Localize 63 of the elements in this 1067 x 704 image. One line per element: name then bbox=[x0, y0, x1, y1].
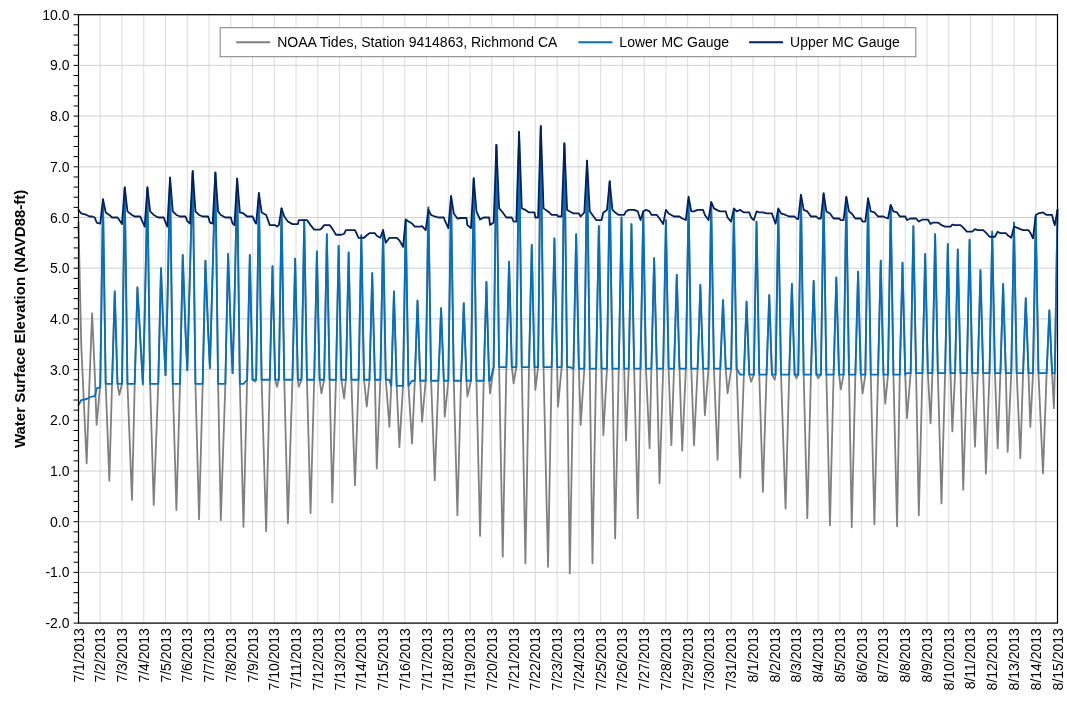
x-tick-label: 7/9/2013 bbox=[244, 627, 261, 683]
x-tick-label: 8/11/2013 bbox=[962, 627, 979, 690]
x-tick-label: 7/12/2013 bbox=[309, 627, 326, 691]
x-tick-label: 8/4/2013 bbox=[810, 627, 827, 683]
legend-label: Lower MC Gauge bbox=[619, 34, 730, 51]
x-tick-label: 7/24/2013 bbox=[570, 627, 587, 691]
x-tick-label: 7/16/2013 bbox=[396, 627, 413, 691]
y-tick-label: 4.0 bbox=[50, 310, 70, 327]
x-tick-label: 7/10/2013 bbox=[266, 627, 283, 691]
y-tick-label: 7.0 bbox=[50, 158, 70, 175]
x-tick-label: 8/6/2013 bbox=[853, 627, 870, 683]
legend-label: Upper MC Gauge bbox=[790, 34, 901, 51]
x-tick-label: 7/27/2013 bbox=[636, 627, 653, 691]
x-tick-label: 8/3/2013 bbox=[788, 627, 805, 683]
y-tick-label: 0.0 bbox=[50, 513, 70, 530]
x-tick-label: 8/2/2013 bbox=[766, 627, 783, 683]
x-tick-label: 7/2/2013 bbox=[92, 627, 109, 683]
x-tick-label: 7/30/2013 bbox=[701, 627, 718, 691]
y-tick-label: 8.0 bbox=[50, 108, 70, 125]
x-tick-label: 7/7/2013 bbox=[201, 627, 218, 683]
x-tick-label: 8/9/2013 bbox=[918, 627, 935, 683]
x-tick-label: 8/8/2013 bbox=[897, 627, 914, 683]
x-tick-label: 7/4/2013 bbox=[135, 627, 152, 683]
x-tick-label: 7/15/2013 bbox=[375, 627, 392, 691]
x-tick-label: 7/29/2013 bbox=[679, 627, 696, 691]
x-tick-label: 7/5/2013 bbox=[157, 627, 174, 683]
x-tick-label: 7/14/2013 bbox=[353, 627, 370, 691]
x-tick-label: 7/28/2013 bbox=[657, 627, 674, 691]
y-tick-label: 2.0 bbox=[50, 412, 70, 429]
x-tick-label: 8/12/2013 bbox=[984, 627, 1001, 691]
x-tick-label: 7/13/2013 bbox=[331, 627, 348, 691]
x-tick-label: 7/17/2013 bbox=[418, 627, 435, 691]
x-tick-label: 7/22/2013 bbox=[527, 627, 544, 691]
x-tick-label: 8/10/2013 bbox=[940, 627, 957, 691]
y-tick-label: 9.0 bbox=[50, 57, 70, 74]
x-tick-label: 8/5/2013 bbox=[831, 627, 848, 683]
x-tick-label: 8/13/2013 bbox=[1005, 627, 1022, 691]
x-tick-label: 7/8/2013 bbox=[222, 627, 239, 683]
x-tick-label: 7/23/2013 bbox=[549, 627, 566, 691]
x-tick-label: 8/15/2013 bbox=[1049, 627, 1066, 691]
x-tick-label: 7/31/2013 bbox=[723, 627, 740, 691]
x-tick-label: 7/25/2013 bbox=[592, 627, 609, 691]
y-tick-label: -1.0 bbox=[45, 564, 70, 581]
x-tick-label: 7/3/2013 bbox=[114, 627, 131, 683]
y-tick-label: 3.0 bbox=[50, 361, 70, 378]
x-tick-label: 7/21/2013 bbox=[505, 627, 522, 691]
x-tick-label: 8/1/2013 bbox=[744, 627, 761, 683]
x-tick-label: 7/19/2013 bbox=[462, 627, 479, 691]
y-tick-label: -2.0 bbox=[45, 615, 70, 632]
legend-label: NOAA Tides, Station 9414863, Richmond CA bbox=[277, 34, 559, 51]
x-tick-label: 7/11/2013 bbox=[288, 627, 305, 690]
y-tick-label: 5.0 bbox=[50, 260, 70, 277]
x-tick-label: 7/26/2013 bbox=[614, 627, 631, 691]
x-tick-label: 7/20/2013 bbox=[483, 627, 500, 691]
x-tick-label: 7/18/2013 bbox=[440, 627, 457, 691]
x-tick-label: 7/6/2013 bbox=[179, 627, 196, 683]
y-tick-label: 6.0 bbox=[50, 209, 70, 226]
x-tick-label: 8/14/2013 bbox=[1027, 627, 1044, 691]
y-axis-title: Water Surface Elevation (NAVD88-ft) bbox=[10, 189, 28, 449]
y-tick-label: 10.0 bbox=[42, 6, 70, 23]
x-tick-label: 7/1/2013 bbox=[70, 627, 87, 683]
y-tick-label: 1.0 bbox=[50, 463, 70, 479]
x-tick-label: 8/7/2013 bbox=[875, 627, 892, 683]
